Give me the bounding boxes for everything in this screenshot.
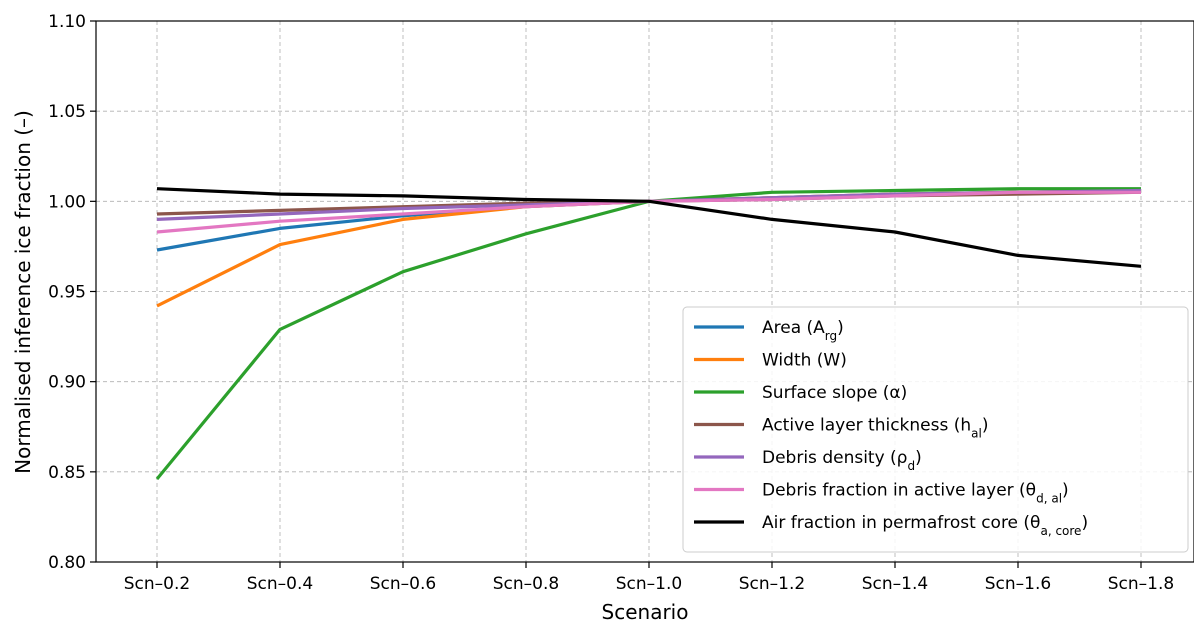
legend-label: Width (W) <box>762 351 847 371</box>
x-tick-label: Scn–1.6 <box>985 574 1051 594</box>
y-tick-label: 0.80 <box>48 553 86 573</box>
legend-entry: Surface slope (α) <box>694 383 907 403</box>
x-tick-label: Scn–0.8 <box>493 574 559 594</box>
x-tick-label: Scn–1.8 <box>1108 574 1174 594</box>
series-line-7 <box>156 187 1142 268</box>
x-tick-label: Scn–1.0 <box>616 574 682 594</box>
legend: Area (Arg) Width (W) Surface slope (α) Acti… <box>682 306 1189 553</box>
y-tick-label: 0.85 <box>48 463 86 483</box>
y-axis-ticks: 0.80 0.85 0.90 0.95 1.00 1.05 1.10 <box>48 12 96 573</box>
legend-label: Active layer thickness (hal) <box>762 416 988 441</box>
x-axis-ticks: Scn–0.2 Scn–0.4 Scn–0.6 Scn–0.8 Scn–1.0 Scn–1… <box>124 562 1174 594</box>
legend-entry: Active layer thickness (hal) <box>694 416 988 441</box>
legend-label: Debris density (ρd) <box>762 448 922 473</box>
y-tick-label: 1.00 <box>48 192 86 212</box>
series-lines <box>155 187 1142 481</box>
legend-entry: Width (W) <box>694 351 847 371</box>
y-tick-label: 0.90 <box>48 373 86 393</box>
legend-entry: Debris fraction in active layer (θd, al) <box>694 481 1069 506</box>
legend-label: Air fraction in permafrost core (θa, cor… <box>762 513 1088 538</box>
x-tick-label: Scn–0.2 <box>124 574 190 594</box>
legend-label: Area (Arg) <box>762 318 844 343</box>
y-tick-label: 1.10 <box>48 12 86 32</box>
x-tick-label: Scn–0.6 <box>370 574 436 594</box>
x-tick-label: Scn–1.4 <box>862 574 928 594</box>
legend-entry: Area (Arg) <box>694 318 844 343</box>
legend-box <box>682 306 1189 553</box>
legend-label: Debris fraction in active layer (θd, al) <box>762 481 1069 506</box>
legend-entry: Debris density (ρd) <box>694 448 922 473</box>
legend-entry: Air fraction in permafrost core (θa, cor… <box>694 513 1088 538</box>
x-axis-label: Scenario <box>602 600 689 624</box>
y-axis-label: Normalised inference ice fraction (–) <box>11 110 35 474</box>
x-tick-label: Scn–1.2 <box>739 574 805 594</box>
x-tick-label: Scn–0.4 <box>247 574 313 594</box>
y-tick-label: 0.95 <box>48 283 86 303</box>
y-tick-label: 1.05 <box>48 102 86 122</box>
legend-label: Surface slope (α) <box>762 383 907 403</box>
